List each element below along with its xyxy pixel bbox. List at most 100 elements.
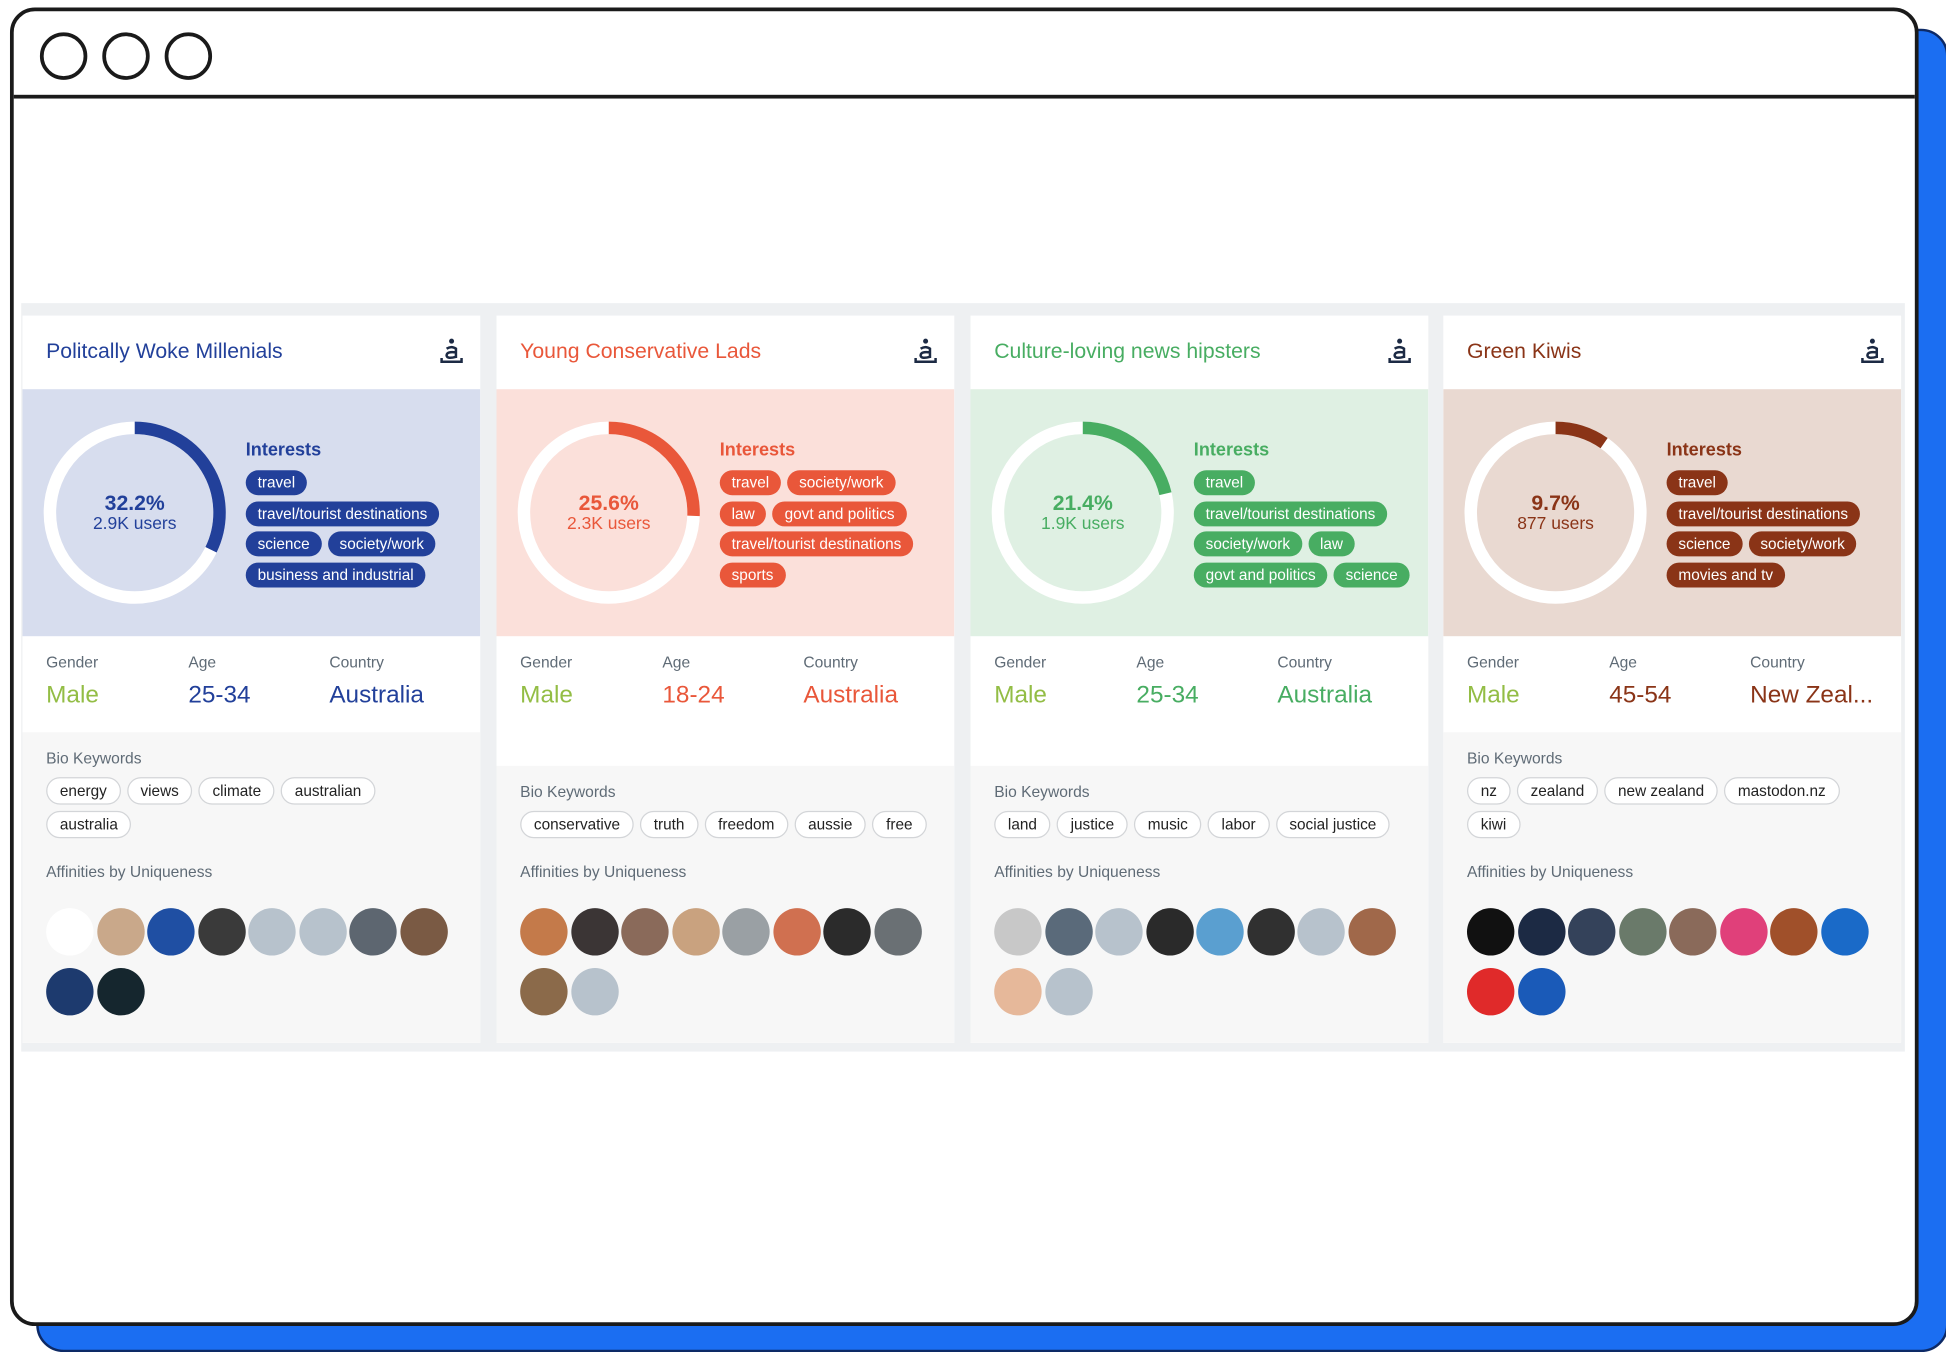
icon-shape [440,345,463,364]
bio-label: Bio Keywords [994,783,1090,801]
card-header: Young Conservative Lads [496,316,954,390]
avatar[interactable] [1297,908,1345,956]
country-value: Australia [1277,681,1373,709]
demographics: Gender Male Age 45-54 Country New Zeal... [1443,636,1901,732]
avatar[interactable] [994,908,1042,956]
interest-tag: law [719,500,767,526]
avatar[interactable] [1044,908,1093,956]
interest-tag: business and industrial [245,561,426,587]
avatar[interactable] [298,908,347,956]
avatar[interactable] [46,968,94,1016]
avatar[interactable] [1568,908,1616,956]
avatar-list [1466,908,1879,1016]
avatar[interactable] [1618,908,1666,956]
avatar[interactable] [1770,908,1818,956]
avatar[interactable] [1517,968,1565,1016]
avatar[interactable] [1044,968,1093,1016]
keyword-pill: australian [281,777,376,805]
keyword-list: nz zealand new zealand mastodon.nz kiwi [1466,777,1877,839]
avatar[interactable] [1246,908,1295,956]
keyword-pill: climate [198,777,275,805]
card-title: Green Kiwis [1466,339,1582,364]
avatar[interactable] [96,908,145,956]
interest-tags: travel travel/tourist destinations society… [1193,470,1416,587]
window-button[interactable] [102,32,150,80]
interest-tag: science [1666,531,1743,557]
donut [991,421,1174,604]
card-icon [914,338,937,364]
avatar[interactable] [520,968,568,1016]
avatar[interactable] [1095,908,1143,956]
keyword-pill: truth [639,810,699,839]
interest-tag: govt and politics [772,500,907,526]
interests-label: Interests [1666,440,1742,461]
avatar[interactable] [570,908,619,956]
avatar[interactable] [671,908,720,956]
avatar[interactable] [349,908,397,956]
avatar[interactable] [570,968,619,1016]
users-count: 1.9K users [1041,512,1125,533]
avatar[interactable] [772,908,821,956]
avatar[interactable] [1669,908,1717,956]
keyword-pill: social justice [1275,810,1391,839]
interest-tag: travel [1193,470,1256,496]
avatar[interactable] [1145,908,1194,956]
avatar[interactable] [520,908,568,956]
interests-label: Interests [1193,440,1270,461]
card-header: Green Kiwis [1443,316,1901,390]
interest-tag: travel [1666,470,1728,496]
avatar[interactable] [621,908,669,956]
avatar[interactable] [873,908,922,956]
window-button[interactable] [164,32,213,80]
keyword-pill: new zealand [1604,777,1718,805]
keyword-list: land justice music labor social justice [994,810,1404,839]
bio-keywords: Bio Keywords energy views climate australian… [22,732,481,857]
avatar[interactable] [1466,968,1515,1016]
interest-tag: movies and tv [1666,561,1785,587]
avatar[interactable] [147,908,195,956]
interest-tag: law [1308,531,1355,557]
bio-label: Bio Keywords [520,783,616,801]
keyword-pill: land [994,810,1051,839]
audience-card: Politcally Woke Millenials 32.2% 2.9K user… [22,315,481,1043]
window-button[interactable] [39,32,88,80]
interest-tag: science [1333,561,1410,587]
avatar[interactable] [1820,908,1869,956]
interest-tag: travel/tourist destinations [1193,500,1388,526]
card-header: Politcally Woke Millenials [22,316,480,390]
gender-value: Male [1466,681,1520,709]
age-value: 25-34 [1136,681,1199,709]
keyword-pill: conservative [520,810,634,839]
percent-label: 9.7% [1531,491,1580,516]
interest-tag: travel/tourist destinations [1666,500,1860,526]
avatar[interactable] [1196,908,1244,956]
bio-keywords: Bio Keywords land justice music labor social … [970,765,1429,857]
avatar[interactable] [96,968,145,1016]
toolbar-divider [13,94,1915,99]
keyword-pill: nz [1466,777,1511,805]
interest-tag: science [245,531,322,557]
keyword-pill: energy [46,777,121,805]
avatar[interactable] [1517,908,1565,956]
avatar[interactable] [722,908,770,956]
avatar[interactable] [399,908,448,956]
bio-keywords: Bio Keywords nz zealand new zealand mastodon… [1443,732,1902,857]
avatar[interactable] [1719,908,1767,956]
avatar[interactable] [248,908,296,956]
avatar[interactable] [994,968,1042,1016]
demographics: Gender Male Age 25-34 Country Australia [971,636,1429,766]
avatar[interactable] [823,908,871,956]
interest-tag: govt and politics [1193,561,1328,587]
users-count: 2.3K users [567,512,651,533]
keyword-pill: free [872,810,927,839]
gender-value: Male [46,681,99,709]
card-title: Young Conservative Lads [520,339,762,364]
avatar[interactable] [1347,908,1396,956]
percent-label: 21.4% [1052,491,1113,516]
avatar[interactable] [197,908,246,956]
avatar[interactable] [46,908,94,956]
country-value: Australia [803,681,899,709]
avatar[interactable] [1466,908,1515,956]
affinities-label: Affinities by Uniqueness [994,863,1161,881]
interest-tag: society/work [1748,531,1857,557]
